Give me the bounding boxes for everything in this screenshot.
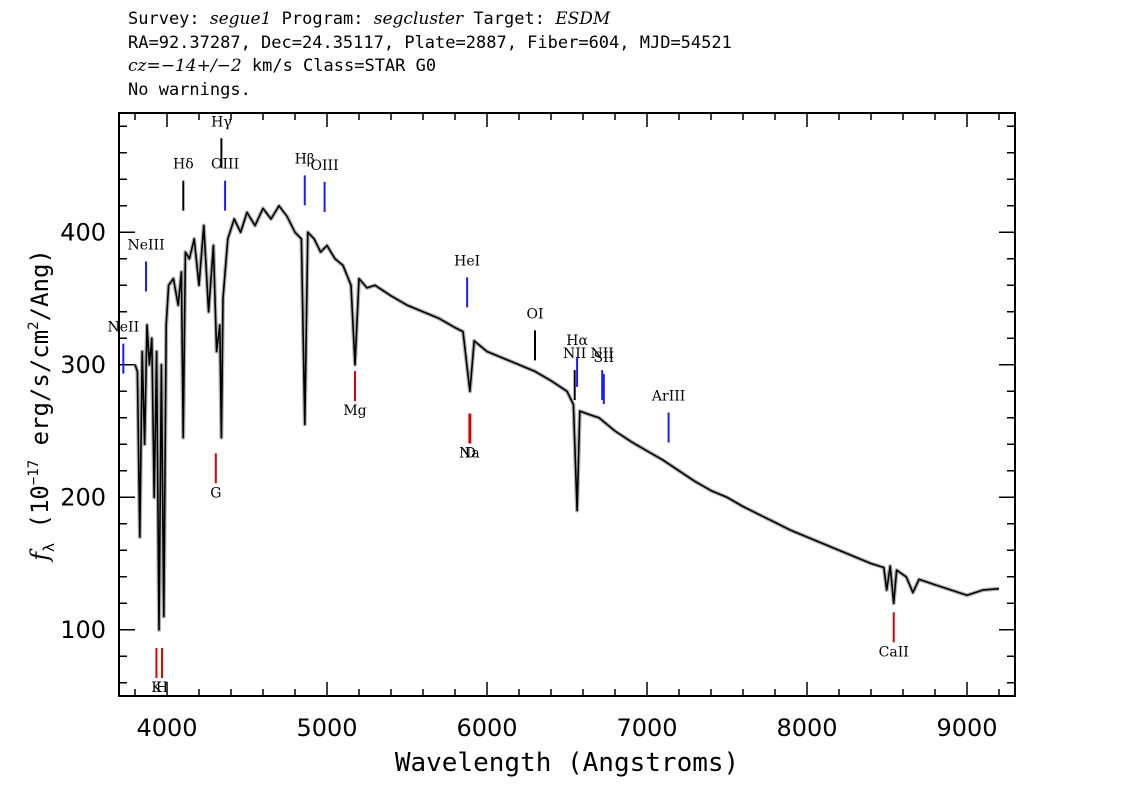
spectral-line-label: K	[151, 680, 162, 696]
x-tick-label: 9000	[936, 714, 997, 742]
header-line-coords: RA=92.37287, Dec=24.35117, Plate=2887, F…	[128, 32, 732, 53]
header-line-warnings: No warnings.	[128, 79, 251, 100]
x-axis-label: Wavelength (Angstroms)	[395, 748, 739, 778]
y-tick-labels: 100 200 300 400	[60, 218, 106, 644]
y-tick-label: 200	[60, 483, 106, 511]
spectral-line-label: OI	[526, 306, 543, 322]
spectral-line-label: H	[156, 680, 168, 696]
spectral-line-label: CaII	[879, 644, 909, 660]
survey-label: Survey:	[128, 9, 210, 29]
y-tick-label: 400	[60, 218, 106, 246]
survey-value: segue1	[209, 9, 272, 29]
spectral-line-label: Hα	[566, 333, 588, 349]
program-label: Program:	[271, 9, 374, 29]
spectral-line-label: Na	[459, 446, 480, 462]
y-tick-label: 100	[60, 616, 106, 644]
x-tick-label: 6000	[456, 714, 517, 742]
axis-ticks	[119, 113, 1015, 696]
program-value: segcluster	[373, 9, 464, 29]
x-tick-label: 8000	[776, 714, 837, 742]
spectrum-header: Survey: segue1 Program: segcluster Targe…	[128, 8, 1108, 102]
spectrum-error-band	[133, 203, 1000, 632]
cz-value: cz=−14+/−2	[128, 56, 242, 76]
spectral-line-label: NeIII	[127, 237, 164, 253]
spectral-line-label: Hγ	[211, 114, 232, 130]
spectral-line-label: OIII	[211, 157, 239, 173]
spectral-line-label: SII	[593, 350, 614, 366]
spectral-line-label: Hβ	[295, 151, 315, 167]
x-tick-labels: 4000 5000 6000 7000 8000 9000	[136, 714, 997, 742]
x-tick-label: 5000	[296, 714, 357, 742]
target-value: ESDM	[555, 9, 611, 29]
y-axis-label: fλ (10−17 erg/s/cm2/Ang)	[26, 249, 58, 563]
x-tick-label: 4000	[136, 714, 197, 742]
x-tick-label: 7000	[616, 714, 677, 742]
header-line-redshift: cz=−14+/−2 km/s Class=STAR G0	[128, 55, 1108, 79]
header-line-survey: Survey: segue1 Program: segcluster Targe…	[128, 8, 1108, 32]
spectral-line-label: ArIII	[651, 389, 685, 405]
spectrum-line	[134, 205, 1000, 631]
spectral-line-label: HeI	[454, 253, 480, 269]
spectral-line-label: NeII	[108, 320, 140, 336]
spectral-line-label: D	[465, 446, 476, 462]
spectral-line-label: Mg	[343, 403, 366, 419]
spectral-line-label: OIII	[311, 158, 339, 174]
spectral-line-label: Hδ	[173, 157, 194, 173]
target-label: Target:	[463, 9, 556, 29]
class-value: km/s Class=STAR G0	[241, 56, 437, 76]
y-tick-label: 300	[60, 351, 106, 379]
spectral-line-label: NII	[591, 346, 614, 362]
plot-frame	[118, 112, 1016, 697]
spectral-line-label: NII	[563, 346, 586, 362]
spectral-line-label: G	[210, 485, 221, 501]
